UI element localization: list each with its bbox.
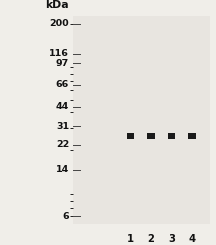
Text: 1: 1 (127, 234, 134, 244)
Text: 2: 2 (148, 234, 154, 244)
Text: 44: 44 (56, 102, 69, 111)
Text: kDa: kDa (46, 0, 69, 10)
Text: 97: 97 (56, 59, 69, 68)
Text: 66: 66 (56, 80, 69, 89)
Text: 22: 22 (56, 140, 69, 149)
Bar (168, 133, 175, 139)
Text: 6: 6 (62, 212, 69, 221)
Bar (147, 133, 155, 139)
Text: 3: 3 (168, 234, 175, 244)
Text: 200: 200 (49, 19, 69, 28)
Text: 4: 4 (188, 234, 195, 244)
Text: 14: 14 (56, 165, 69, 174)
Bar (188, 133, 195, 139)
Text: 31: 31 (56, 122, 69, 131)
Bar (127, 133, 134, 139)
Text: 116: 116 (49, 49, 69, 58)
